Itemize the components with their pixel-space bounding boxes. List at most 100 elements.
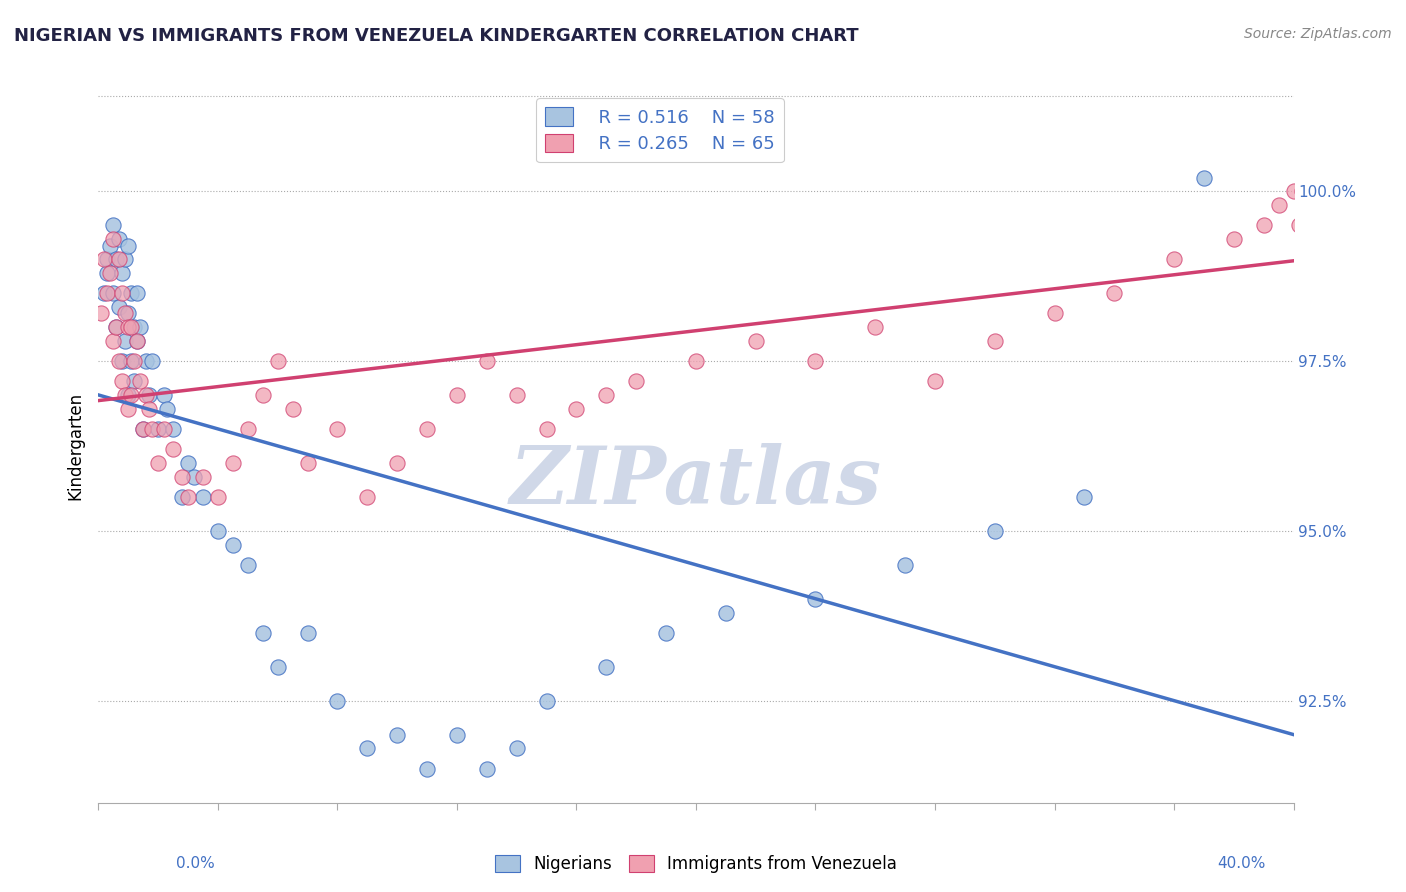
Point — [172, 469, 194, 483]
Point — [1291, 184, 1313, 198]
Point — [117, 388, 139, 402]
Point — [1306, 198, 1329, 212]
Point — [1282, 184, 1305, 198]
Point — [114, 334, 136, 348]
Point — [98, 266, 122, 280]
Point — [127, 334, 149, 348]
Point — [124, 375, 146, 389]
Point — [1223, 232, 1246, 246]
Point — [129, 375, 152, 389]
Point — [105, 320, 128, 334]
Point — [297, 456, 319, 470]
Point — [416, 422, 439, 436]
Point — [111, 375, 134, 389]
Point — [1104, 286, 1126, 301]
Point — [103, 218, 125, 232]
Point — [141, 422, 163, 436]
Point — [894, 558, 917, 572]
Point — [127, 334, 149, 348]
Point — [1163, 252, 1185, 266]
Point — [416, 762, 439, 776]
Point — [1267, 198, 1289, 212]
Point — [148, 422, 170, 436]
Point — [1288, 218, 1310, 232]
Point — [655, 626, 678, 640]
Point — [138, 388, 160, 402]
Point — [120, 320, 142, 334]
Point — [207, 524, 229, 538]
Point — [984, 524, 1007, 538]
Point — [236, 558, 259, 572]
Point — [138, 401, 160, 416]
Point — [114, 306, 136, 320]
Point — [804, 591, 827, 606]
Point — [177, 456, 200, 470]
Point — [252, 626, 274, 640]
Point — [267, 660, 290, 674]
Point — [745, 334, 768, 348]
Point — [162, 442, 184, 457]
Point — [595, 388, 617, 402]
Point — [117, 401, 139, 416]
Point — [105, 320, 128, 334]
Point — [172, 490, 194, 504]
Point — [103, 334, 125, 348]
Point — [714, 606, 737, 620]
Point — [804, 354, 827, 368]
Point — [281, 401, 304, 416]
Point — [1073, 490, 1095, 504]
Point — [132, 422, 155, 436]
Point — [1192, 170, 1215, 185]
Point — [114, 388, 136, 402]
Point — [127, 286, 149, 301]
Point — [207, 490, 229, 504]
Point — [96, 252, 118, 266]
Point — [124, 354, 146, 368]
Point — [135, 388, 157, 402]
Point — [108, 252, 131, 266]
Point — [108, 232, 131, 246]
Point — [111, 266, 134, 280]
Point — [626, 375, 648, 389]
Point — [117, 320, 139, 334]
Y-axis label: Kindergarten: Kindergarten — [66, 392, 84, 500]
Point — [1043, 306, 1066, 320]
Text: 40.0%: 40.0% — [1218, 856, 1265, 871]
Point — [114, 252, 136, 266]
Point — [446, 728, 468, 742]
Point — [153, 388, 176, 402]
Point — [252, 388, 274, 402]
Point — [191, 469, 214, 483]
Point — [183, 469, 205, 483]
Point — [98, 238, 122, 252]
Point — [124, 320, 146, 334]
Point — [120, 388, 142, 402]
Point — [236, 422, 259, 436]
Point — [356, 741, 378, 756]
Point — [565, 401, 588, 416]
Point — [1253, 218, 1275, 232]
Point — [93, 286, 115, 301]
Point — [135, 354, 157, 368]
Point — [536, 422, 558, 436]
Point — [96, 286, 118, 301]
Legend:   R = 0.516    N = 58,   R = 0.265    N = 65: R = 0.516 N = 58, R = 0.265 N = 65 — [537, 98, 783, 162]
Point — [117, 306, 139, 320]
Point — [177, 490, 200, 504]
Point — [685, 354, 707, 368]
Point — [385, 456, 409, 470]
Point — [120, 354, 142, 368]
Point — [111, 354, 134, 368]
Point — [865, 320, 887, 334]
Point — [108, 300, 131, 314]
Point — [141, 354, 163, 368]
Point — [506, 388, 529, 402]
Point — [96, 266, 118, 280]
Point — [156, 401, 179, 416]
Point — [93, 252, 115, 266]
Point — [120, 286, 142, 301]
Point — [356, 490, 378, 504]
Point — [475, 762, 498, 776]
Point — [385, 728, 409, 742]
Point — [475, 354, 498, 368]
